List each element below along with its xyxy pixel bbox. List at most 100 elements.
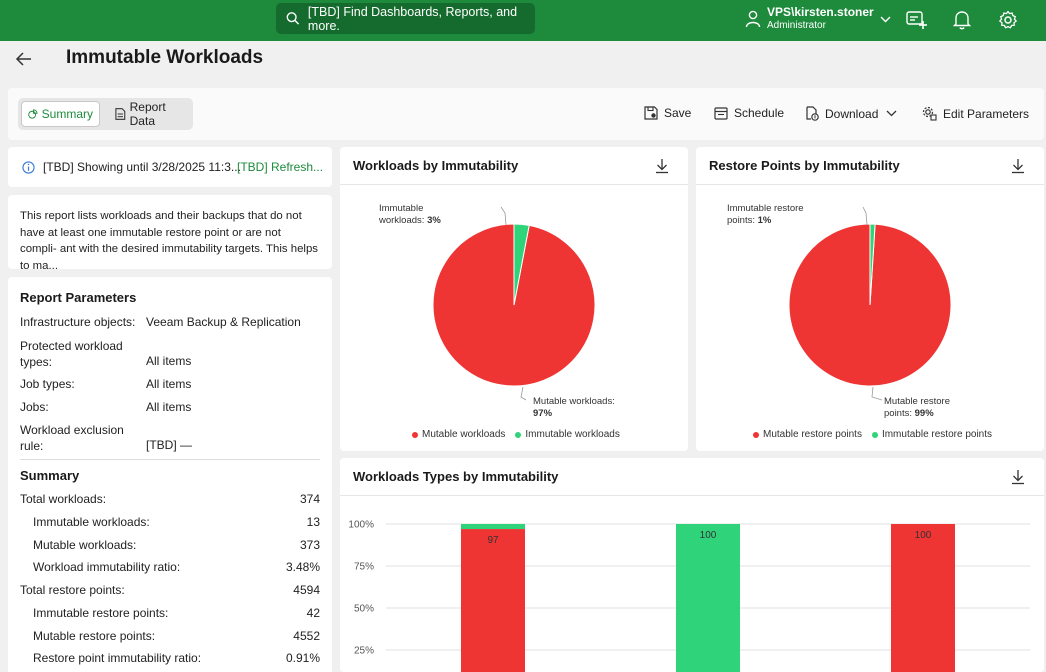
bar-immutable[interactable] [676,524,740,672]
param-label: Infrastructure objects: [20,315,136,329]
chart-title: Workloads by Immutability [353,158,519,173]
workload-types-bar-chart: 100% 75% 50% 25% 97 100 100 [348,520,1030,672]
summary-value: 13 [306,515,320,529]
document-icon [115,108,126,120]
user-menu[interactable]: VPS\kirsten.stoner Administrator [745,6,891,32]
summary-value: 4594 [293,583,320,597]
summary-row: Workload immutability ratio: 3.48% [20,560,320,574]
pie-label-immutable: Immutable workloads: 3% [379,203,459,227]
tab-summary[interactable]: Summary [21,101,100,127]
summary-value: 4552 [293,629,320,643]
schedule-label: Schedule [734,106,785,120]
save-label: Save [664,106,692,120]
legend-swatch [515,431,522,438]
workloads-pie-chart [432,206,596,401]
legend-swatch [871,431,878,438]
param-label: Job types: [20,377,75,391]
add-widget-icon[interactable] [906,10,928,30]
data-freshness-text: [TBD] Showing until 3/28/2025 11:3... [43,160,241,174]
back-arrow-icon[interactable] [15,51,33,67]
save-icon [644,106,658,120]
pie-label-text: Immutable restore points: [727,203,804,226]
param-value: [TBD] — [146,438,193,452]
search-icon [286,12,300,25]
calendar-icon [714,107,728,120]
search-placeholder: [TBD] Find Dashboards, Reports, and more… [307,4,518,33]
y-tick-label: 100% [348,520,374,531]
pie-leader-line [871,386,883,401]
chart-legend: Mutable restore points Immutable restore… [753,429,1002,440]
bar-mutable[interactable] [891,524,955,672]
summary-row: Mutable workloads: 373 [20,538,320,552]
workloads-pie-card: Workloads by Immutability Immutable work… [340,147,688,451]
pie-label-mutable: Mutable restore points: 99% [884,396,954,420]
tab-summary-label: Summary [41,107,93,121]
chart-title: Restore Points by Immutability [709,158,900,173]
download-icon[interactable] [655,158,669,174]
legend-item: Immutable restore points [871,429,992,440]
bell-icon[interactable] [953,10,971,30]
param-label: Jobs: [20,400,49,414]
bar-immutable[interactable] [461,524,525,530]
data-freshness-bar: [TBD] Showing until 3/28/2025 11:3... [T… [8,147,332,187]
summary-value: 42 [306,606,320,620]
gear-icon[interactable] [998,10,1018,30]
summary-value: 374 [299,492,320,506]
tab-report-data[interactable]: Report Data [109,100,193,128]
legend-label: Immutable workloads [525,429,620,440]
view-switcher: Summary Report Data [18,98,193,130]
pie-label-pct: 97% [533,408,553,419]
summary-row: Restore point immutability ratio: 0.91% [20,651,320,665]
summary-label: Total workloads: [20,492,107,506]
bar-mutable[interactable] [461,529,525,672]
legend-item: Mutable restore points [753,429,862,440]
legend-item: Mutable workloads [412,429,505,440]
param-label: Protected workload types: [20,339,123,369]
tab-report-data-label: Report Data [129,100,166,128]
summary-row: Immutable workloads: 13 [20,515,320,529]
legend-swatch [753,431,759,438]
summary-row: Immutable restore points: 42 [20,606,320,620]
y-tick-label: 25% [354,646,374,657]
restore-points-pie-chart [788,206,952,401]
pie-label-mutable: Mutable workloads: 97% [533,396,623,420]
y-tick-label: 75% [354,562,374,573]
pie-slice-immutable[interactable] [513,223,530,306]
summary-label: Total restore points: [20,583,125,597]
param-value: All items [146,354,192,368]
legend-item: Immutable workloads [515,429,620,440]
download-icon[interactable] [1011,158,1025,174]
chevron-down-icon [886,110,897,117]
pie-leader-line [500,206,507,226]
workload-types-bar-card: Workloads Types by Immutability 100% 75% 5… [340,458,1044,672]
refresh-link[interactable]: [TBD] Refresh... [237,160,324,174]
pie-label-text: Immutable workloads: [379,203,425,226]
restore-points-pie-card: Restore Points by Immutability Immutable… [696,147,1044,451]
summary-label: Workload immutability ratio: [33,560,181,574]
card-header: Workloads Types by Immutability [340,458,1044,496]
info-icon [22,160,35,174]
download-button[interactable]: Download [805,106,897,121]
download-file-icon [806,106,819,121]
summary-label: Immutable restore points: [33,606,169,620]
global-search-input[interactable]: [TBD] Find Dashboards, Reports, and more… [276,3,535,34]
download-icon[interactable] [1011,469,1025,485]
schedule-button[interactable]: Schedule [714,106,784,120]
summary-row: Total workloads: 374 [20,492,320,506]
param-value: All items [146,377,192,391]
summary-value: 0.91% [285,651,320,665]
report-toolbar: Summary Report Data Save Schedule Downlo… [8,88,1044,140]
summary-label: Immutable workloads: [33,515,150,529]
page-title: Immutable Workloads [66,47,264,68]
bar-value-label: 97 [487,535,499,546]
summary-value: 3.48% [285,560,320,574]
edit-parameters-button[interactable]: Edit Parameters [922,106,1029,121]
save-button[interactable]: Save [644,106,691,120]
pie-label-pct: 1% [757,215,772,226]
pie-label-pct: 3% [427,215,441,226]
settings-edit-icon [922,106,937,121]
pie-label-text: Mutable restore points: [884,396,951,419]
pie-slice-immutable[interactable] [869,223,876,306]
y-tick-label: 50% [354,604,374,615]
param-value: Veeam Backup & Replication [146,315,301,329]
